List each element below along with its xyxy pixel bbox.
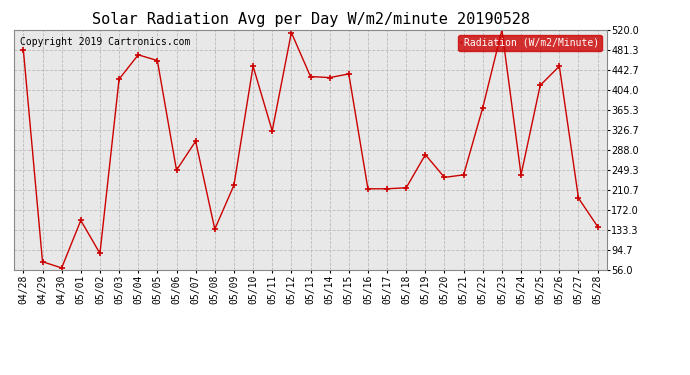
Text: Copyright 2019 Cartronics.com: Copyright 2019 Cartronics.com bbox=[20, 37, 190, 47]
Legend: Radiation (W/m2/Minute): Radiation (W/m2/Minute) bbox=[458, 35, 602, 51]
Title: Solar Radiation Avg per Day W/m2/minute 20190528: Solar Radiation Avg per Day W/m2/minute … bbox=[92, 12, 529, 27]
